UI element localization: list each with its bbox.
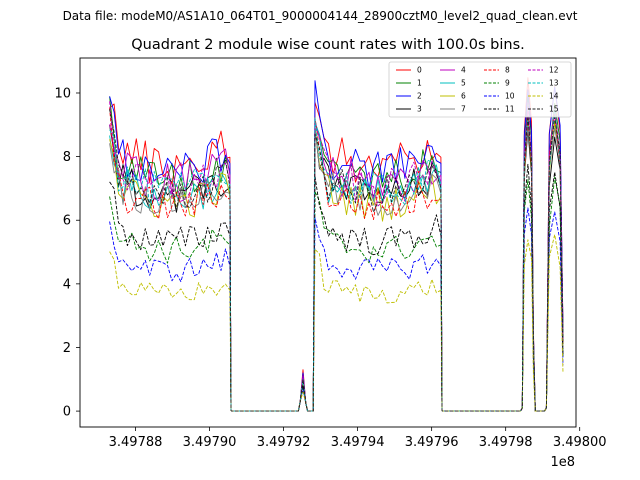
legend-label-13: 13 (549, 79, 559, 88)
legend-frame (388, 61, 572, 118)
y-tick-label: 0 (63, 405, 71, 420)
series-line-11 (109, 163, 564, 412)
legend-label-12: 12 (549, 66, 559, 75)
y-tick-label: 10 (54, 86, 71, 101)
legend-label-10: 10 (505, 92, 515, 101)
legend-label-3: 3 (417, 105, 422, 114)
figure-suptitle: Data file: modeM0/AS1A10_064T01_90000041… (63, 9, 578, 23)
series-layer (109, 77, 564, 412)
x-tick-label: 3.49788 (109, 435, 163, 450)
plot-area (80, 58, 576, 427)
legend-label-11: 11 (505, 105, 515, 114)
x-tick-label: 3.49794 (331, 435, 385, 450)
x-tick-label: 3.49792 (257, 435, 311, 450)
x-tick-label: 3.49796 (405, 435, 459, 450)
legend-label-4: 4 (461, 66, 466, 75)
series-line-15 (109, 109, 564, 412)
series-line-10 (109, 207, 564, 412)
legend-label-7: 7 (461, 105, 466, 114)
y-tick-label: 2 (63, 341, 71, 356)
legend-label-14: 14 (549, 92, 559, 101)
series-line-8 (109, 107, 564, 412)
x-tick-label: 3.49790 (183, 435, 237, 450)
plot-frame (79, 57, 577, 428)
legend-label-15: 15 (549, 105, 559, 114)
y-tick-label: 4 (63, 277, 71, 292)
y-tick-label: 6 (63, 214, 71, 229)
legend-label-0: 0 (417, 66, 422, 75)
x-tick-label: 3.49798 (479, 435, 533, 450)
x-tick-label: 3.49800 (553, 435, 607, 450)
legend-label-9: 9 (505, 79, 510, 88)
y-axis: 0 2 4 6 8 10 (54, 86, 80, 420)
x-offset-label: 1e8 (550, 455, 575, 470)
legend-label-6: 6 (461, 92, 466, 101)
chart-title: Quadrant 2 module wise count rates with … (131, 37, 525, 53)
x-axis: 3.49788 3.49790 3.49792 3.49794 3.49796 3.497… (109, 427, 607, 450)
legend-label-1: 1 (417, 79, 422, 88)
y-tick-label: 8 (63, 150, 71, 165)
legend-label-8: 8 (505, 66, 510, 75)
legend-label-5: 5 (461, 79, 466, 88)
legend-label-2: 2 (417, 92, 422, 101)
